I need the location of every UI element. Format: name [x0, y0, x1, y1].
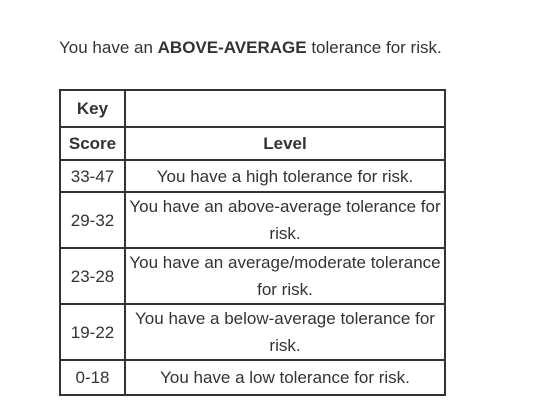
score-cell: 23-28 — [59, 247, 126, 305]
score-cell: 0-18 — [59, 359, 126, 396]
level-header: Level — [124, 126, 446, 161]
table-key-row: Key — [59, 89, 446, 128]
key-label: Key — [59, 89, 126, 128]
level-cell: You have an above-average tolerance for … — [124, 191, 446, 249]
result-statement: You have an ABOVE-AVERAGE tolerance for … — [59, 38, 442, 58]
table-row: 0-18 You have a low tolerance for risk. — [59, 359, 446, 396]
table-header-row: Score Level — [59, 126, 446, 161]
key-empty-cell — [124, 89, 446, 128]
risk-tolerance-key-table: Key Score Level 33-47 You have a high to… — [59, 89, 446, 396]
result-prefix: You have an — [59, 38, 153, 57]
result-suffix: tolerance for risk. — [311, 38, 442, 57]
table-row: 33-47 You have a high tolerance for risk… — [59, 159, 446, 193]
table-row: 19-22 You have a below-average tolerance… — [59, 303, 446, 361]
level-cell: You have a high tolerance for risk. — [124, 159, 446, 193]
level-cell: You have a below-average tolerance for r… — [124, 303, 446, 361]
level-cell: You have a low tolerance for risk. — [124, 359, 446, 396]
score-header: Score — [59, 126, 126, 161]
score-cell: 33-47 — [59, 159, 126, 193]
table-row: 23-28 You have an average/moderate toler… — [59, 247, 446, 305]
table-row: 29-32 You have an above-average toleranc… — [59, 191, 446, 249]
score-cell: 29-32 — [59, 191, 126, 249]
level-cell: You have an average/moderate tolerance f… — [124, 247, 446, 305]
score-cell: 19-22 — [59, 303, 126, 361]
result-rating: ABOVE-AVERAGE — [157, 38, 307, 57]
